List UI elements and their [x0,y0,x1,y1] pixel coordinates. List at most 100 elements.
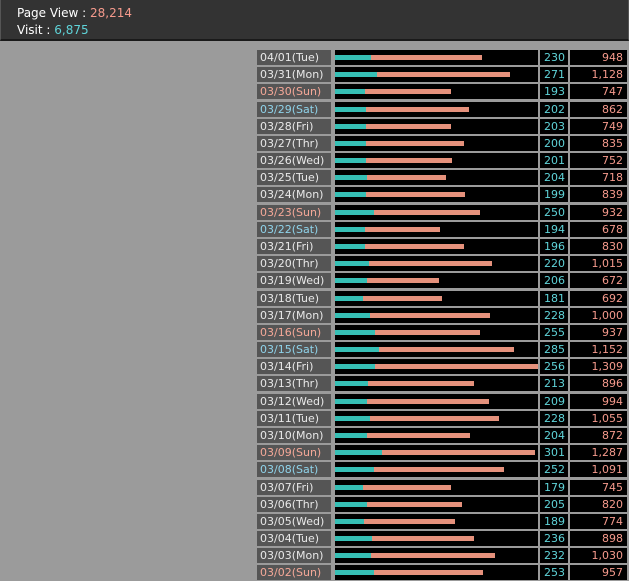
row-pageview-count: 957 [570,565,627,580]
row-date: 03/29(Sat) [257,102,331,117]
row-pageview-count: 872 [570,428,627,443]
row-date: 03/14(Fri) [257,359,331,374]
row-bar-cell [335,67,538,82]
row-visit-count: 205 [540,497,568,512]
table-row: 03/17(Mon) 228 1,000 [257,308,627,323]
row-visit-count: 255 [540,325,568,340]
row-visit-count: 202 [540,102,568,117]
row-bar-cell [335,222,538,237]
table-row: 03/02(Sun) 253 957 [257,565,627,580]
row-bar-cell [335,565,538,580]
row-visit-count: 253 [540,565,568,580]
pageview-bar [335,467,504,472]
visit-bar [335,210,374,215]
row-bar-cell [335,102,538,117]
pageview-bar [335,72,510,77]
pageview-bar [335,416,499,421]
row-visit-count: 201 [540,153,568,168]
visit-bar [335,416,370,421]
visit-bar [335,519,364,524]
row-date: 03/24(Mon) [257,187,331,202]
row-visit-count: 200 [540,136,568,151]
row-bar-cell [335,480,538,495]
row-date: 03/25(Tue) [257,170,331,185]
row-pageview-count: 937 [570,325,627,340]
pageview-bar [335,141,464,146]
row-date: 03/17(Mon) [257,308,331,323]
row-visit-count: 203 [540,119,568,134]
row-bar-cell [335,308,538,323]
row-visit-count: 250 [540,205,568,220]
row-pageview-count: 896 [570,376,627,391]
pageview-bar [335,261,492,266]
visit-bar [335,158,366,163]
row-pageview-count: 1,000 [570,308,627,323]
row-date: 03/15(Sat) [257,342,331,357]
row-pageview-count: 835 [570,136,627,151]
table-row: 03/16(Sun) 255 937 [257,325,627,340]
visit-bar [335,192,366,197]
row-visit-count: 199 [540,187,568,202]
row-bar-cell [335,497,538,512]
pageview-bar [335,107,469,112]
visit-bar [335,467,374,472]
visit-bar [335,502,367,507]
table-row: 03/23(Sun) 250 932 [257,205,627,220]
table-row: 04/01(Tue) 230 948 [257,50,627,65]
row-date: 03/08(Sat) [257,462,331,477]
pageview-bar [335,210,480,215]
row-pageview-count: 745 [570,480,627,495]
row-visit-count: 204 [540,428,568,443]
row-visit-count: 181 [540,291,568,306]
pageview-bar [335,89,451,94]
visit-bar [335,536,372,541]
visit-bar [335,227,365,232]
row-date: 03/09(Sun) [257,445,331,460]
table-row: 03/09(Sun) 301 1,287 [257,445,627,460]
pageview-bar [335,570,483,575]
row-date: 03/31(Mon) [257,67,331,82]
stats-header: Page View : 28,214 Visit : 6,875 [0,0,629,41]
row-bar-cell [335,514,538,529]
visit-bar [335,433,367,438]
row-bar-cell [335,325,538,340]
row-bar-cell [335,462,538,477]
row-date: 03/22(Sat) [257,222,331,237]
row-visit-count: 194 [540,222,568,237]
visit-bar [335,570,374,575]
visit-bar [335,107,366,112]
row-pageview-count: 994 [570,394,627,409]
visit-bar [335,553,371,558]
row-date: 03/26(Wed) [257,153,331,168]
pageview-bar [335,244,464,249]
visit-bar [335,141,366,146]
row-date: 03/07(Fri) [257,480,331,495]
visit-bar [335,485,363,490]
visit-bar [335,244,365,249]
row-pageview-count: 898 [570,531,627,546]
row-bar-cell [335,428,538,443]
visit-bar [335,55,371,60]
row-visit-count: 271 [540,67,568,82]
pageview-bar [335,433,470,438]
page-view-summary: Page View : 28,214 [17,6,132,20]
row-visit-count: 179 [540,480,568,495]
row-bar-cell [335,187,538,202]
visit-bar [335,261,369,266]
visit-bar [335,72,377,77]
row-visit-count: 189 [540,514,568,529]
row-date: 03/10(Mon) [257,428,331,443]
table-row: 03/30(Sun) 193 747 [257,84,627,99]
pageview-bar [335,296,442,301]
row-date: 03/11(Tue) [257,411,331,426]
row-pageview-count: 672 [570,273,627,288]
row-bar-cell [335,50,538,65]
row-date: 03/19(Wed) [257,273,331,288]
table-row: 03/20(Thr) 220 1,015 [257,256,627,271]
table-row: 03/29(Sat) 202 862 [257,102,627,117]
pageview-bar [335,227,440,232]
row-bar-cell [335,170,538,185]
table-row: 03/07(Fri) 179 745 [257,480,627,495]
pageview-bar [335,175,446,180]
table-row: 03/14(Fri) 256 1,309 [257,359,627,374]
